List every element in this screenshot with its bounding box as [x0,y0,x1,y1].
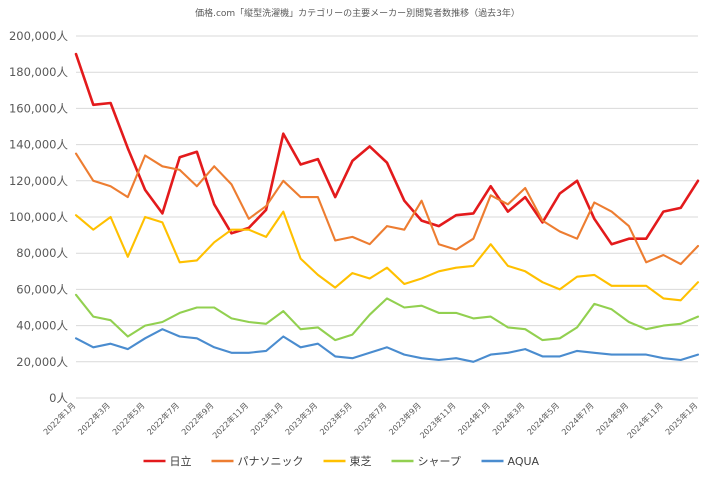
x-tick-label: 2025年1月 [663,400,699,436]
x-tick-label: 2022年5月 [110,400,146,436]
x-tick-label: 2022年1月 [41,400,77,436]
y-tick-label: 20,000人 [16,355,68,369]
x-tick-label: 2024年1月 [456,400,492,436]
x-tick-label: 2024年9月 [594,400,630,436]
x-tick-label: 2023年3月 [283,400,319,436]
x-tick-label: 2024年7月 [559,400,595,436]
x-tick-label: 2022年9月 [179,400,215,436]
x-tick-label: 2024年3月 [490,400,526,436]
legend-label: シャープ [418,455,461,468]
series-line-日立 [74,52,700,246]
x-tick-label: 2024年11月 [625,400,665,440]
x-tick-label: 2022年7月 [145,400,181,436]
series-line-パナソニック [74,152,700,266]
y-tick-label: 160,000人 [9,101,69,115]
legend-label: 東芝 [350,455,372,468]
y-tick-label: 180,000人 [9,65,69,79]
x-tick-label: 2024年5月 [525,400,561,436]
y-tick-label: 60,000人 [16,282,68,296]
x-tick-label: 2023年11月 [418,400,458,440]
legend-label: AQUA [508,455,540,468]
y-tick-label: 100,000人 [9,210,69,224]
x-tick-label: 2023年1月 [248,400,284,436]
legend-label: パナソニック [238,455,304,468]
y-tick-label: 0人 [49,391,68,405]
x-tick-label: 2023年9月 [387,400,423,436]
x-tick-label: 2023年7月 [352,400,388,436]
x-tick-label: 2023年5月 [317,400,353,436]
y-tick-label: 200,000人 [9,29,69,43]
series-line-AQUA [74,328,700,363]
y-tick-label: 40,000人 [16,319,68,333]
legend-label: 日立 [170,454,192,468]
series-line-東芝 [74,210,700,302]
series-line-シャープ [74,293,700,342]
y-tick-label: 120,000人 [9,174,69,188]
x-tick-label: 2022年3月 [76,400,112,436]
chart-title: 価格.com「縦型洗濯機」カテゴリーの主要メーカー別閲覧者数推移（過去3年） [195,9,520,19]
y-tick-label: 140,000人 [9,138,69,152]
x-tick-label: 2022年11月 [210,400,250,440]
y-tick-label: 80,000人 [16,246,68,260]
